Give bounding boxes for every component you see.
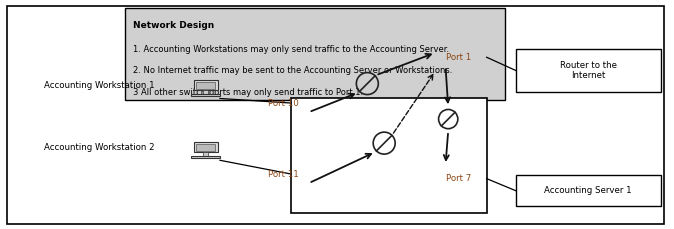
Bar — [196, 82, 215, 89]
Bar — [291, 98, 487, 213]
Bar — [203, 90, 208, 94]
Text: Accounting Workstation 2: Accounting Workstation 2 — [44, 143, 154, 152]
Text: Port 1: Port 1 — [446, 53, 470, 62]
Text: Accounting Workstation 1: Accounting Workstation 1 — [44, 81, 154, 90]
Bar — [191, 94, 220, 96]
Bar — [193, 80, 218, 90]
Bar — [196, 144, 215, 151]
Text: Port 10: Port 10 — [268, 98, 299, 108]
Bar — [516, 49, 661, 92]
Bar — [193, 142, 218, 152]
Bar — [191, 156, 220, 158]
Text: Port 7: Port 7 — [446, 174, 470, 183]
Text: Accounting Server 1: Accounting Server 1 — [544, 186, 632, 195]
Text: Router to the
Internet: Router to the Internet — [559, 61, 617, 80]
Text: 2. No Internet traffic may be sent to the Accounting Server or Workstations.: 2. No Internet traffic may be sent to th… — [133, 66, 452, 75]
Text: Network Design: Network Design — [133, 21, 214, 30]
Text: 1. Accounting Workstations may only send traffic to the Accounting Server.: 1. Accounting Workstations may only send… — [133, 45, 449, 54]
Bar — [516, 175, 661, 206]
Bar — [203, 152, 208, 156]
Bar — [125, 8, 505, 100]
Text: Port 11: Port 11 — [268, 169, 299, 179]
Text: 3 All other switch ports may only send traffic to Port 1.: 3 All other switch ports may only send t… — [133, 88, 363, 97]
